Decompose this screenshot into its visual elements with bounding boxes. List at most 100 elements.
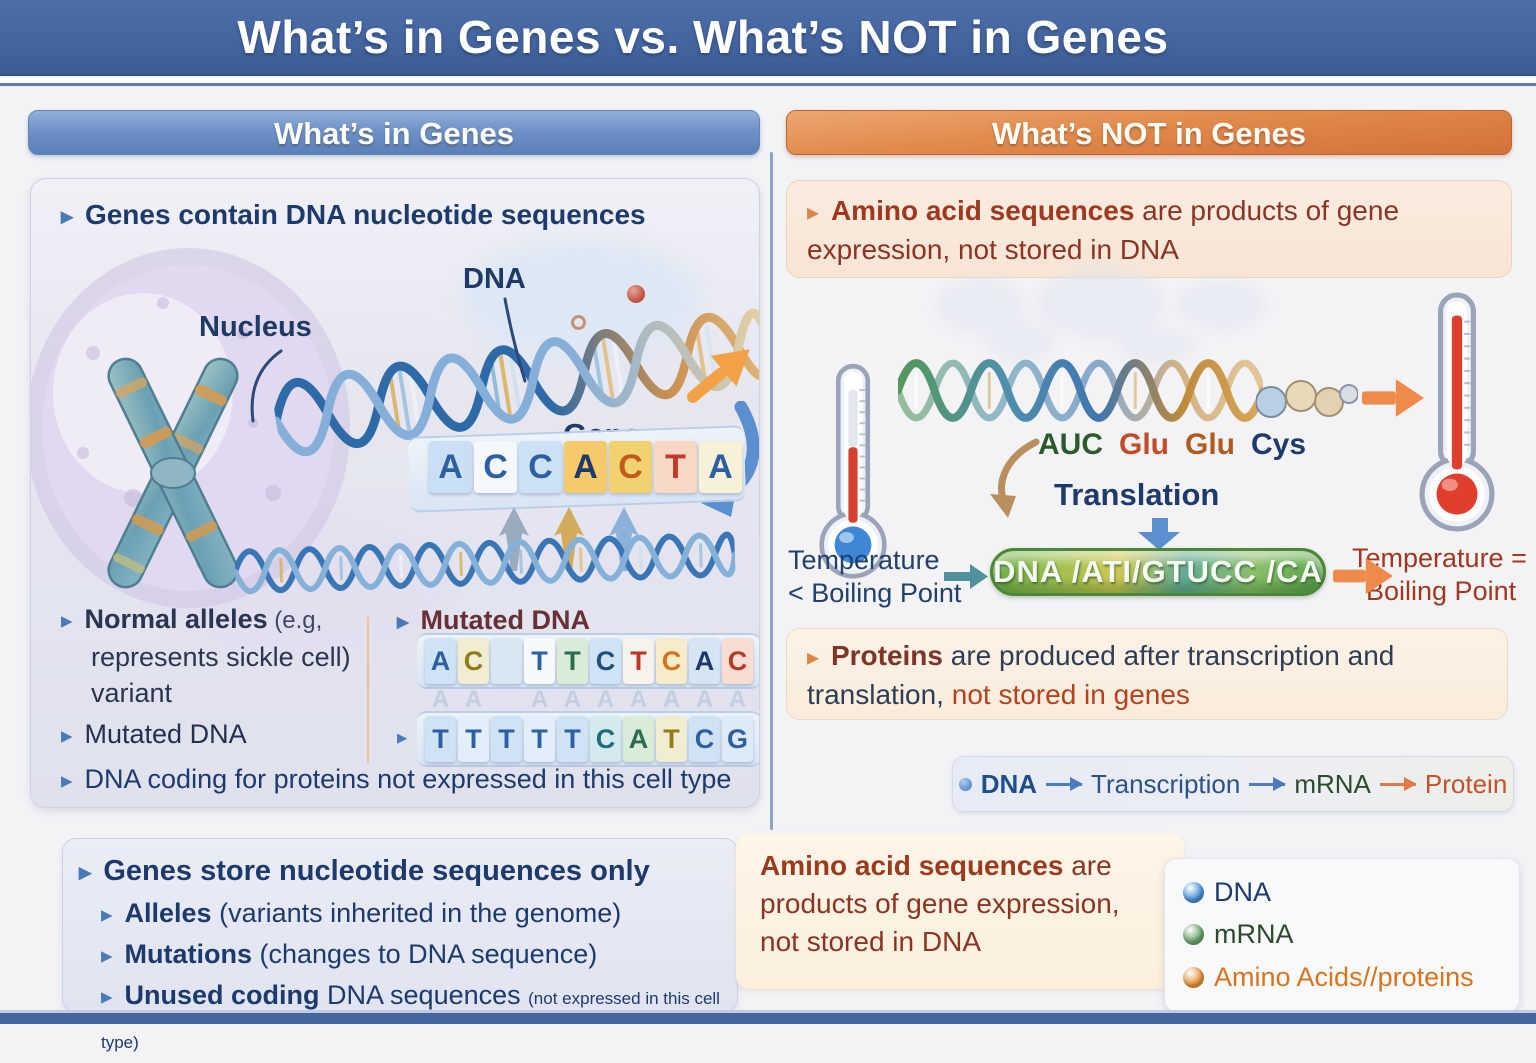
genes-store-title-label: Genes store nucleotide sequences only [103,855,650,887]
brown-curved-arrow-icon [990,438,1040,518]
proteins-box: Proteins are produced after transcriptio… [786,628,1508,720]
unused-bold: Unused coding [124,980,320,1010]
sequence-letter-tile: A [564,441,607,493]
dna-dot-icon [1183,881,1204,903]
legend-item-mrna: mRNA [1183,919,1501,950]
mutations-bold: Mutations [124,939,253,969]
capsule-label: DNA /ATI/GTUCC /CA [993,554,1323,589]
title-banner: What’s in Genes vs. What’s NOT in Genes [0,0,1536,76]
flow-protein: Protein [1424,768,1508,799]
temp-low-line1: Temperature [788,545,940,575]
left-column-header: What’s in Genes [28,110,760,155]
mrna-helix-illustration [898,359,1263,422]
genes-store-title: Genes store nucleotide sequences only [79,851,721,893]
watercolor-blob [461,239,701,359]
sequence-letter-tile: C [474,441,517,493]
orange-arrow-up-right-icon [686,349,750,403]
sequence-letter-tile: G [722,716,753,762]
mrna-dot-icon [1183,924,1204,946]
mutations-item: Mutations (changes to DNA sequence) [79,934,721,975]
amino-summary-bold: Amino acid sequences [760,850,1064,881]
flow-bullet-icon [958,777,972,791]
temp-high-line2: Boiling Point [1366,576,1517,606]
sequence-letter-tile: A [429,441,472,493]
sequence-letter-tile: A [695,686,714,713]
sequence-letter-tile: A [629,686,648,713]
alleles-item: Alleles (variants inherited in the genom… [79,893,721,934]
steam-cloud [1116,328,1196,364]
sequence-letter-tile [491,638,522,684]
sequence-letter-tile: C [458,638,489,684]
bottom-banner [0,1013,1536,1024]
temp-low-line2: < Boiling Point [788,578,962,608]
flow-arrow-icon [1046,776,1084,791]
normal-alleles-line2: represents sickle cell) [91,642,351,672]
sequence-letter-tile: C [609,441,652,493]
sequence-letter-tile: T [524,716,555,762]
teal-arrow-right-icon [944,564,988,589]
normal-alleles-bold: Normal alleles [84,604,268,634]
flow-arrow-icon [1249,776,1287,791]
nucleus-pointer-line [250,349,283,423]
sequence-letter-tile: T [557,716,588,762]
steam-cloud [986,322,1056,362]
amino-acid-box: Amino acid sequences are products of gen… [786,180,1512,278]
sequence-letter-tile: A [530,686,549,713]
sequence-letter-tile: A [431,686,450,713]
orange-arrow-right-icon [1362,379,1424,417]
amino-acid-bold: Amino acid sequences [830,195,1135,226]
amino-dot-icon [1183,967,1204,989]
proteins-red: not stored in genes [951,679,1190,710]
flow-mrna: mRNA [1294,768,1371,799]
mutated-dna-left-label: Mutated DNA [84,719,247,749]
steam-cloud [1176,280,1266,330]
codon-row: AUC Glu Glu Cys [1038,428,1306,462]
sequence-letter-tile: C [590,716,621,762]
flow-arrow-icon [1379,776,1417,791]
sequence-letter-tile: A [596,686,615,713]
sequence-letter-tile: C [519,441,562,493]
legend-box: DNA mRNA Amino Acids//proteins [1164,858,1520,1012]
sequence-letter-tile: A [699,441,742,493]
legend-dna-label: DNA [1214,876,1272,907]
sequence-letter-tile: T [524,638,555,684]
proteins-mid: are produced after transcription and tra… [807,640,1395,710]
mutations-rest: (changes to DNA sequence) [252,939,598,969]
molecule-dot-icon [627,285,645,303]
unused-rest: DNA sequences [319,980,529,1010]
nucleus-label: Nucleus [199,311,312,343]
sequence-letter-tile: T [458,716,489,762]
sequence-letter-tile: A [425,638,456,684]
page-title: What’s in Genes vs. What’s NOT in Genes [237,11,1169,63]
sequence-letter-tile: A [728,686,747,713]
orange-arrow-right-icon [1333,557,1393,595]
sequence-letter-tile: T [491,716,522,762]
bead-chain-icon [1256,380,1358,418]
flow-dna: DNA [980,768,1038,799]
sequence-letter-tile: T [654,441,697,493]
sequence-letter-tile: C [656,638,687,684]
dna-pointer-line [503,297,527,383]
sequence-letter-tile: A [689,638,720,684]
left-bullet-genes-contain: Genes contain DNA nucleotide sequences [61,199,646,231]
sequence-letter-tile: T [425,716,456,762]
sequence-2-bullet-icon [397,723,419,751]
mutated-dna-right-bullet: Mutated DNA [397,605,591,636]
legend-item-amino: Amino Acids//proteins [1183,962,1501,993]
legend-mrna-label: mRNA [1214,919,1294,950]
sequence-letter-tile: C [689,716,720,762]
normal-alleles-line3: variant [91,678,173,708]
translation-label: Translation [1054,477,1220,512]
steam-cloud [1036,268,1166,338]
molecule-curl-icon [571,315,586,330]
sequence-letter-tile: A [563,686,582,713]
legend-item-dna: DNA [1183,877,1501,908]
amino-summary-rest: are products of gene expression, not sto… [760,850,1120,957]
sequence-letter-tile: T [557,638,588,684]
amino-acid-rest: are products of gene expression, not sto… [807,195,1400,265]
right-column-header: What’s NOT in Genes [786,110,1512,155]
codon-label: Glu [1119,428,1169,461]
